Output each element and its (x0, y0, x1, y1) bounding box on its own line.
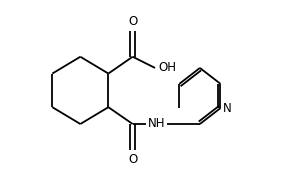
Text: N: N (223, 102, 231, 115)
Text: O: O (128, 15, 137, 28)
Text: OH: OH (158, 61, 176, 75)
Text: NH: NH (148, 118, 166, 130)
Text: O: O (128, 153, 137, 166)
